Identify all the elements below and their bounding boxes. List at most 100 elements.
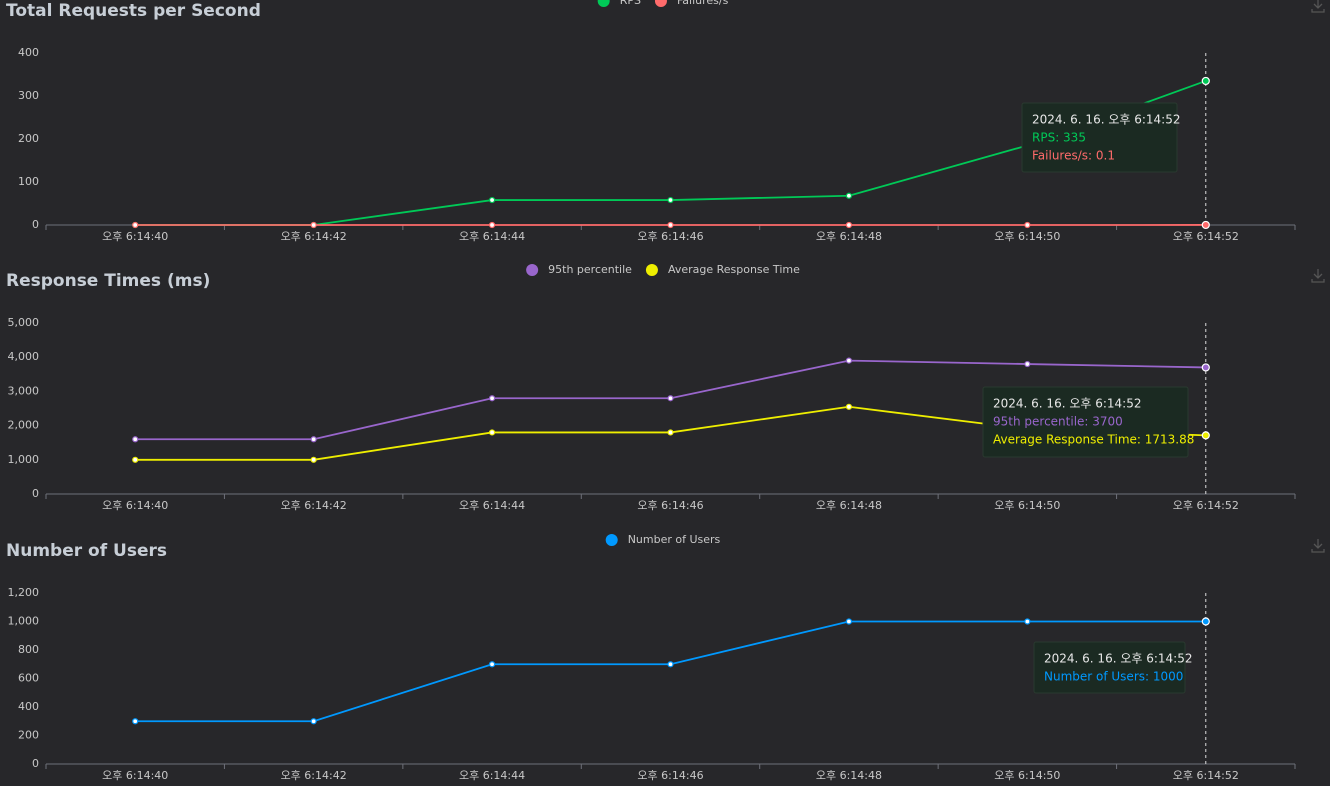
legend-marker: [654, 0, 667, 7]
data-point: [132, 221, 139, 229]
legend-marker: [645, 264, 658, 276]
tooltip: 2024. 6. 16. 오후 6:14:52 95th percentile: …: [982, 386, 1194, 458]
x-tick-label: 오후 6:14:50: [994, 769, 1060, 782]
data-point: [488, 395, 496, 402]
tooltip-box: [1021, 102, 1178, 173]
download-icon-shape: [1311, 539, 1325, 553]
tooltip-title: 2024. 6. 16. 오후 6:14:52: [1032, 113, 1181, 127]
tooltip: 2024. 6. 16. 오후 6:14:52 Number of Users: …: [1033, 641, 1193, 694]
tooltip-title: 2024. 6. 16. 오후 6:14:52: [993, 397, 1142, 411]
download-icon[interactable]: [1311, 0, 1325, 13]
y-tick-label: 4,000: [8, 350, 40, 363]
data-point: [488, 661, 496, 668]
data-point: [845, 192, 853, 199]
legend: Number of Users: [605, 533, 721, 546]
legend-label: Failures/s: [677, 0, 729, 7]
y-tick-label: 1,000: [8, 453, 40, 466]
data-point: [310, 718, 317, 725]
x-tick-label: 오후 6:14:46: [637, 769, 703, 782]
x-tick-label: 오후 6:14:42: [281, 230, 347, 243]
data-point: [845, 357, 853, 364]
data-point: [132, 456, 139, 463]
data-point: [1024, 360, 1031, 368]
x-tick-label: 오후 6:14:52: [1173, 499, 1239, 512]
legend: RPS Failures/s: [597, 0, 729, 7]
data-point: [667, 196, 674, 204]
y-tick-label: 400: [18, 46, 39, 59]
data-point: [845, 618, 853, 625]
data-point: [1201, 76, 1210, 86]
legend-label: RPS: [620, 0, 641, 7]
x-tick-label: 오후 6:14:52: [1173, 230, 1239, 243]
x-tick-label: 오후 6:14:48: [816, 769, 882, 782]
data-point: [1024, 618, 1031, 625]
x-tick-label: 오후 6:14:44: [459, 499, 525, 512]
x-tick-label: 오후 6:14:48: [816, 499, 882, 512]
tooltip-title: 2024. 6. 16. 오후 6:14:52: [1044, 652, 1193, 666]
y-tick-label: 0: [32, 218, 39, 231]
x-tick-label: 오후 6:14:40: [102, 769, 168, 782]
tooltip-line: RPS: 335: [1032, 131, 1086, 145]
chart-title: Number of Users: [6, 541, 167, 561]
download-icon[interactable]: [1311, 269, 1325, 283]
x-tick-label: 오후 6:14:44: [459, 769, 525, 782]
x-tick-label: 오후 6:14:46: [637, 499, 703, 512]
y-tick-label: 300: [18, 89, 39, 102]
tooltip-box: [982, 386, 1189, 458]
y-tick-label: 1,200: [8, 586, 40, 599]
legend-marker: [526, 264, 539, 276]
data-point: [1201, 617, 1210, 626]
x-tick-label: 오후 6:14:40: [102, 230, 168, 243]
x-tick-label: 오후 6:14:42: [281, 769, 347, 782]
y-tick-label: 200: [18, 729, 39, 742]
x-tick-label: 오후 6:14:50: [994, 230, 1060, 243]
download-icon[interactable]: [1311, 539, 1325, 553]
y-tick-label: 800: [18, 643, 39, 656]
data-point: [1201, 363, 1210, 372]
tooltip-line: 95th percentile: 3700: [993, 415, 1123, 429]
x-tick-label: 오후 6:14:48: [816, 230, 882, 243]
data-point: [488, 221, 496, 229]
data-point: [1024, 221, 1031, 229]
x-tick-label: 오후 6:14:40: [102, 499, 168, 512]
y-tick-label: 400: [18, 700, 39, 713]
y-tick-label: 200: [18, 132, 39, 145]
data-point: [488, 196, 496, 204]
download-icon-shape: [1311, 269, 1325, 283]
data-point: [845, 221, 853, 229]
x-tick-label: 오후 6:14:50: [994, 499, 1060, 512]
data-point: [667, 395, 674, 402]
y-tick-label: 0: [32, 487, 39, 500]
y-tick-label: 600: [18, 672, 39, 685]
x-tick-label: 오후 6:14:52: [1173, 769, 1239, 782]
data-point: [1201, 220, 1210, 230]
data-point: [1201, 431, 1210, 440]
data-point: [132, 718, 139, 725]
data-point: [667, 429, 674, 436]
download-icon-shape: [1311, 0, 1325, 13]
y-tick-label: 5,000: [8, 316, 40, 329]
legend-label: Average Response Time: [668, 263, 800, 276]
chart-title: Total Requests per Second: [6, 1, 261, 21]
tooltip-line: Failures/s: 0.1: [1032, 149, 1115, 163]
y-tick-label: 2,000: [8, 419, 40, 432]
legend-label: Number of Users: [628, 533, 721, 546]
legend-label: 95th percentile: [548, 263, 632, 276]
legend-marker: [597, 0, 610, 7]
data-point: [132, 436, 139, 443]
tooltip: 2024. 6. 16. 오후 6:14:52 RPS: 335 Failures/…: [1021, 102, 1181, 173]
y-tick-label: 3,000: [8, 384, 40, 397]
y-tick-label: 0: [32, 757, 39, 770]
x-tick-label: 오후 6:14:44: [459, 230, 525, 243]
data-point: [310, 456, 317, 463]
y-tick-label: 100: [18, 175, 39, 188]
y-tick-label: 1,000: [8, 615, 40, 628]
x-tick-label: 오후 6:14:46: [637, 230, 703, 243]
tooltip-box: [1033, 641, 1186, 694]
data-point: [488, 429, 496, 436]
data-point: [667, 661, 674, 668]
data-point: [845, 403, 853, 410]
tooltip-line: Average Response Time: 1713.88: [993, 433, 1194, 447]
data-point: [310, 221, 317, 229]
